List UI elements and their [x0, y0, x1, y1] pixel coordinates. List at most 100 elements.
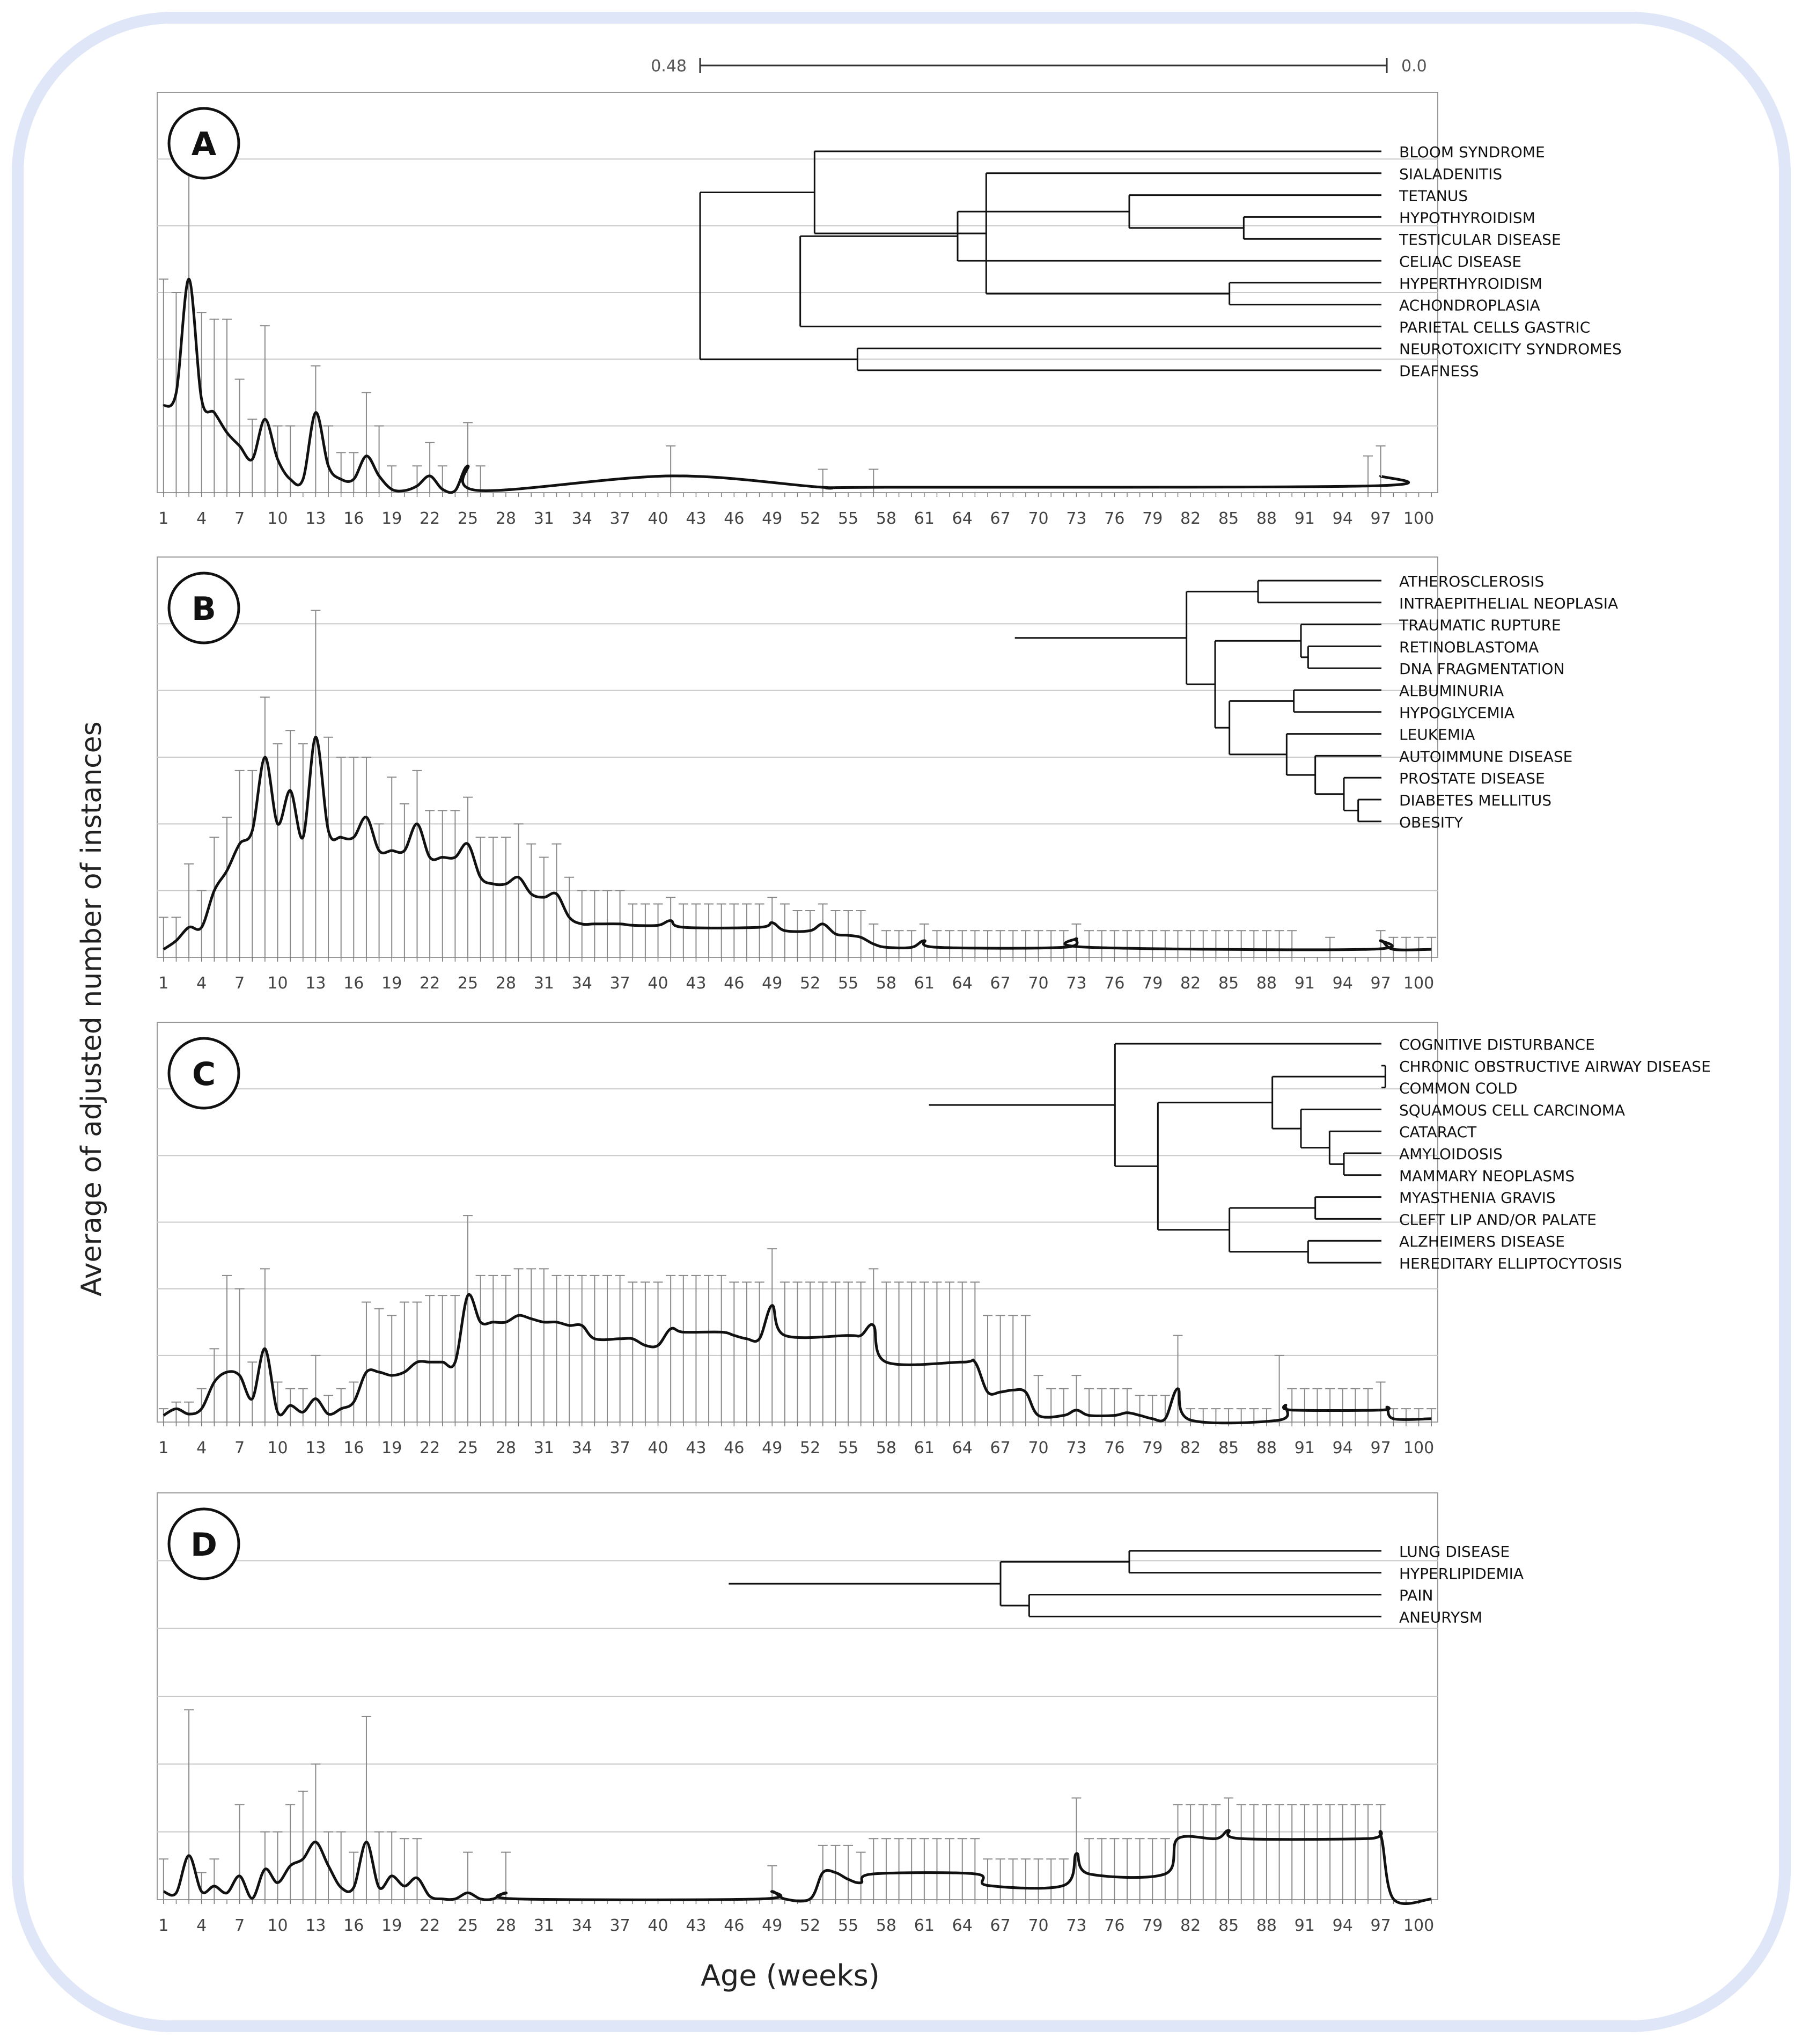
panel-label-circle	[167, 1507, 240, 1580]
dendrogram-leaf-label: MAMMARY NEOPLASMS	[1399, 1167, 1575, 1185]
dendrogram-leaf-label: HYPOGLYCEMIA	[1399, 704, 1514, 722]
scale-bar: 0.48 0.0	[651, 57, 1427, 76]
dendrogram-leaf-label: OBESITY	[1399, 814, 1464, 831]
x-tick-label: 52	[800, 1439, 820, 1457]
x-tick-label: 73	[1066, 1439, 1086, 1457]
x-tick-label: 28	[496, 1916, 516, 1935]
x-tick-label: 22	[420, 1916, 440, 1935]
x-tick-label: 100	[1403, 974, 1434, 993]
x-tick-label: 28	[496, 509, 516, 528]
dendrogram: BLOOM SYNDROME SIALADENITIS TETANUS HYPOTHY…	[699, 143, 1622, 380]
x-tick-label: 61	[914, 974, 935, 993]
x-tick-label: 85	[1218, 1439, 1239, 1457]
panel-a: 1 4 7 10 13 16 19 22 25 28 31 34 37 40 43 46 49 52 55 58 61 6…	[157, 92, 1622, 528]
dendrogram-leaf-label: ANEURYSM	[1399, 1608, 1482, 1626]
x-tick-label: 67	[990, 1916, 1011, 1935]
x-tick-label: 64	[952, 974, 973, 993]
x-tick-label: 58	[876, 1439, 896, 1457]
x-tick-label: 16	[343, 509, 364, 528]
x-tick-label: 58	[876, 974, 896, 993]
x-tick-label: 31	[534, 509, 554, 528]
x-tick-label: 10	[267, 1916, 288, 1935]
x-tick-label: 55	[838, 509, 858, 528]
dendrogram-leaf-label: ALZHEIMERS DISEASE	[1399, 1233, 1565, 1250]
x-tick-label: 70	[1028, 509, 1048, 528]
panel-label-text: C	[192, 1056, 216, 1093]
dendrogram-leaf-label: DIABETES MELLITUS	[1399, 792, 1551, 809]
dendrogram-leaf-label: TRAUMATIC RUPTURE	[1399, 617, 1561, 634]
x-tick-label: 85	[1218, 974, 1239, 993]
x-tick-label: 52	[800, 509, 820, 528]
y-axis-label: Average of adjusted number of instances	[76, 721, 108, 1296]
x-tick-label: 70	[1028, 1916, 1048, 1935]
x-tick-label: 34	[572, 1916, 592, 1935]
dendrogram-leaf-label: AMYLOIDOSIS	[1399, 1145, 1503, 1163]
x-tick-label: 79	[1142, 509, 1163, 528]
x-tick-label: 34	[572, 509, 592, 528]
x-tick-label: 43	[686, 1439, 706, 1457]
dendrogram-leaf-label: CATARACT	[1399, 1123, 1477, 1141]
x-tick-label: 1	[158, 1439, 168, 1457]
scale-bar-right-label: 0.0	[1401, 57, 1427, 76]
x-tick-label: 13	[305, 1439, 326, 1457]
x-tick-label: 16	[343, 974, 364, 993]
x-tick-label: 10	[267, 509, 288, 528]
x-tick-label: 79	[1142, 974, 1163, 993]
x-tick-label: 31	[534, 1916, 554, 1935]
x-tick-label: 40	[648, 509, 668, 528]
x-tick-label: 76	[1104, 1916, 1124, 1935]
x-tick-label: 79	[1142, 1916, 1163, 1935]
series-line	[163, 736, 1432, 951]
x-tick-label: 64	[952, 509, 973, 528]
panel-label: A	[167, 107, 240, 180]
x-tick-label: 61	[914, 509, 935, 528]
dendrogram-leaf-label: CELIAC DISEASE	[1399, 253, 1521, 270]
dendrogram-leaf-label: PROSTATE DISEASE	[1399, 770, 1545, 787]
dendrogram-leaf-label: ACHONDROPLASIA	[1399, 297, 1540, 314]
panel-label-text: A	[192, 126, 217, 163]
x-tick-label: 7	[234, 509, 245, 528]
x-tick-label: 1	[158, 1916, 168, 1935]
x-tick-label: 43	[686, 509, 706, 528]
dendrogram-leaf-label: NEUROTOXICITY SYNDROMES	[1399, 340, 1622, 358]
x-tick-label: 79	[1142, 1439, 1163, 1457]
x-axis: 1 4 7 10 13 16 19 22 25 28 31 34 37 40 43 46 49 52 55 58 61 6…	[158, 957, 1434, 993]
panel-label-circle	[167, 107, 240, 180]
x-tick-label: 67	[990, 509, 1011, 528]
dendrogram-leaf-label: TESTICULAR DISEASE	[1399, 231, 1561, 248]
x-axis-label: Age (weeks)	[701, 1959, 880, 1992]
dendrogram-leaf-label: SQUAMOUS CELL CARCINOMA	[1399, 1101, 1625, 1119]
x-tick-label: 58	[876, 1916, 896, 1935]
x-tick-label: 37	[610, 509, 630, 528]
x-tick-label: 64	[952, 1916, 973, 1935]
x-tick-label: 91	[1295, 1439, 1315, 1457]
x-tick-label: 13	[305, 1916, 326, 1935]
x-tick-label: 64	[952, 1439, 973, 1457]
x-tick-label: 40	[648, 974, 668, 993]
dendrogram-leaf-label: COGNITIVE DISTURBANCE	[1399, 1036, 1595, 1053]
x-tick-label: 4	[196, 974, 207, 993]
x-tick-label: 49	[762, 974, 782, 993]
x-tick-label: 37	[610, 1916, 630, 1935]
dendrogram-leaf-label: HYPOTHYROIDISM	[1399, 209, 1535, 226]
x-tick-label: 10	[267, 1439, 288, 1457]
dendrogram: COGNITIVE DISTURBANCE CHRONIC OBSTRUCTIVE…	[929, 1036, 1711, 1272]
x-tick-label: 88	[1256, 1439, 1277, 1457]
gridlines	[157, 1560, 1438, 1833]
dendrogram-leaf-label: COMMON COLD	[1399, 1080, 1518, 1097]
x-tick-label: 43	[686, 1916, 706, 1935]
x-tick-label: 28	[496, 974, 516, 993]
x-tick-label: 16	[343, 1439, 364, 1457]
x-tick-label: 97	[1371, 1439, 1391, 1457]
error-bars	[158, 165, 1386, 493]
x-tick-label: 52	[800, 1916, 820, 1935]
x-tick-label: 4	[196, 1916, 207, 1935]
x-tick-label: 73	[1066, 1916, 1086, 1935]
rounded-frame	[12, 12, 1791, 2032]
dendrogram-leaf-label: CLEFT LIP AND/OR PALATE	[1399, 1211, 1597, 1228]
x-tick-label: 22	[420, 1439, 440, 1457]
x-tick-label: 70	[1028, 1439, 1048, 1457]
x-tick-label: 100	[1403, 1439, 1434, 1457]
x-tick-label: 25	[458, 974, 478, 993]
x-tick-label: 88	[1256, 509, 1277, 528]
